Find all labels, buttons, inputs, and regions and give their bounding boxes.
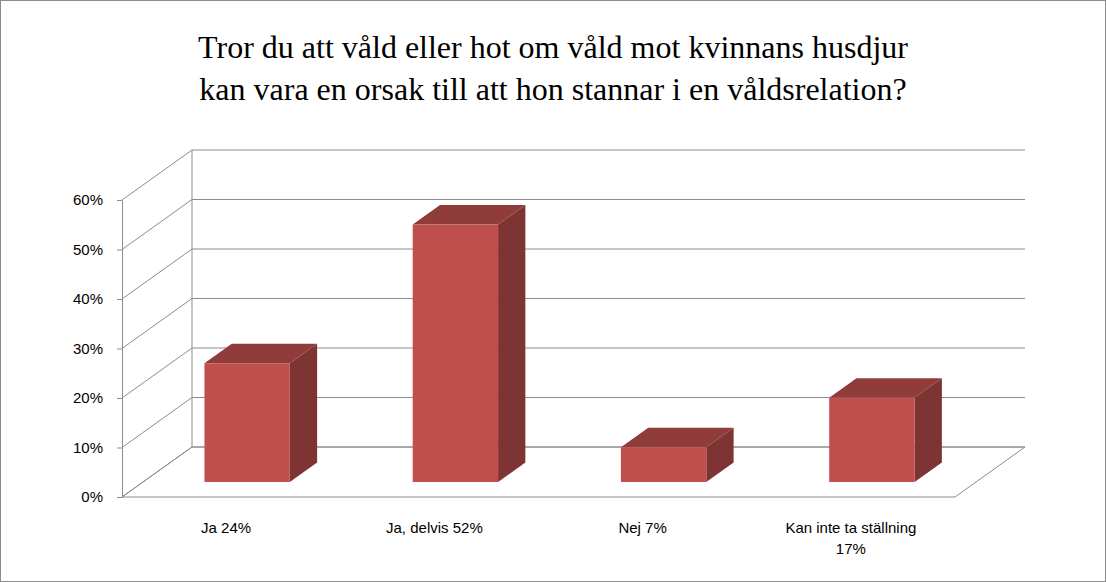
bar-top [413, 205, 526, 225]
y-tick-label: 10% [73, 439, 103, 456]
y-tick: 30% [73, 340, 122, 357]
y-tick-mark [117, 349, 122, 350]
x-tick-label-line: Kan inte ta ställning [785, 519, 916, 536]
bar-top [204, 344, 317, 364]
bar-top [829, 378, 942, 398]
y-tick: 10% [73, 439, 122, 456]
y-tick-mark [117, 250, 122, 251]
bar-front [204, 363, 289, 482]
grid-line [122, 299, 1025, 349]
bar-side [498, 205, 525, 482]
title-line: kan vara en orsak till att hon stannar i… [199, 71, 906, 107]
grid-line [122, 200, 1025, 250]
frame [1, 1, 1106, 582]
y-tick-mark [117, 200, 122, 201]
title-line: Tror du att våld eller hot om våld mot k… [198, 29, 908, 65]
bar [829, 378, 942, 482]
walls [122, 150, 1025, 497]
x-tick-label-line: Ja 24% [201, 519, 251, 536]
bar-front [829, 398, 914, 482]
y-tick-label: 30% [73, 340, 103, 357]
y-tick: 0% [81, 488, 122, 505]
y-axis: 0% 10% 20% 30% 40% 50% 60% [73, 191, 123, 505]
y-tick-mark [117, 398, 122, 399]
y-tick-mark [117, 299, 122, 300]
x-tick-label: Kan inte ta ställning 17% [785, 519, 916, 557]
y-tick-label: 20% [73, 389, 103, 406]
y-axis-line [122, 201, 123, 498]
y-tick: 60% [73, 191, 122, 208]
grid-line [122, 249, 1025, 299]
y-tick-label: 50% [73, 241, 103, 258]
x-tick-label-line: Nej 7% [618, 519, 666, 536]
y-tick: 20% [73, 389, 122, 406]
y-tick: 40% [73, 290, 122, 307]
x-tick-label: Ja, delvis 52% [386, 519, 483, 536]
x-tick-label-line: Ja, delvis 52% [386, 519, 483, 536]
x-tick-label: Nej 7% [618, 519, 666, 536]
bar [413, 205, 526, 482]
bar [621, 428, 734, 482]
y-tick-mark [117, 448, 122, 449]
y-tick: 50% [73, 241, 122, 258]
bar [204, 344, 317, 482]
y-tick-mark [117, 497, 122, 498]
y-tick-label: 60% [73, 191, 103, 208]
grid-line [122, 150, 1025, 200]
chart: Tror du att våld eller hot om våld mot k… [0, 0, 1106, 582]
bars [204, 205, 941, 482]
y-tick-label: 0% [81, 488, 103, 505]
y-tick-label: 40% [73, 290, 103, 307]
x-tick-label-line: 17% [836, 540, 866, 557]
x-tick-label: Ja 24% [201, 519, 251, 536]
x-axis: Ja 24% Ja, delvis 52% Nej 7% Kan inte ta st… [201, 519, 916, 557]
bar-front [413, 225, 498, 482]
bar-top [621, 428, 734, 448]
title: Tror du att våld eller hot om våld mot k… [198, 29, 908, 107]
bar-front [621, 447, 706, 482]
bar-side [290, 344, 317, 482]
